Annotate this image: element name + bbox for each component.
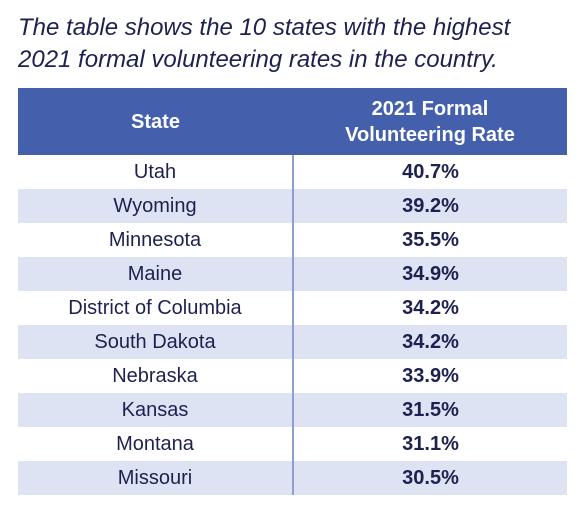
table-row: South Dakota 34.2% bbox=[18, 325, 567, 359]
rate-cell: 39.2% bbox=[293, 189, 567, 223]
rate-cell: 34.9% bbox=[293, 257, 567, 291]
rate-cell: 35.5% bbox=[402, 228, 459, 251]
state-cell: Nebraska bbox=[18, 359, 294, 393]
table-row: Utah 40.7% bbox=[18, 155, 567, 189]
state-cell: Missouri bbox=[18, 461, 294, 495]
table-row: Wyoming 39.2% bbox=[18, 189, 567, 223]
state-cell: Minnesota bbox=[18, 223, 294, 257]
state-cell: Kansas bbox=[18, 393, 294, 427]
rate-cell: 34.2% bbox=[293, 325, 567, 359]
state-cell: Utah bbox=[18, 155, 294, 189]
table-row: Nebraska 33.9% bbox=[18, 359, 567, 393]
rate-cell: 40.7% bbox=[402, 160, 459, 183]
state-cell: Wyoming bbox=[18, 189, 294, 223]
header-row: State 2021 Formal Volunteering Rate bbox=[18, 88, 567, 155]
table: State 2021 Formal Volunteering Rate Utah 4… bbox=[18, 88, 567, 495]
rate-cell: 34.2% bbox=[402, 296, 459, 319]
state-cell: District of Columbia bbox=[18, 291, 294, 325]
table-row: Kansas 31.5% bbox=[18, 393, 567, 427]
state-cell: South Dakota bbox=[18, 325, 294, 359]
caption: The table shows the 10 states with the h… bbox=[18, 12, 578, 76]
caption-line: The table shows the 10 states with the h… bbox=[18, 14, 511, 41]
rate-cell: 31.1% bbox=[402, 432, 459, 455]
state-cell: Montana bbox=[18, 427, 294, 461]
rate-cell: 31.5% bbox=[293, 393, 567, 427]
table-row: Missouri 30.5% bbox=[18, 461, 567, 495]
table-row: Minnesota 35.5% bbox=[18, 223, 567, 257]
table-row: District of Columbia 34.2% bbox=[18, 291, 567, 325]
header-text: State bbox=[131, 110, 180, 133]
header-cell: State bbox=[18, 88, 293, 155]
rate-cell: 33.9% bbox=[402, 364, 459, 387]
caption-line: 2021 formal volunteering rates in the co… bbox=[18, 46, 498, 73]
header-cell: 2021 Formal Volunteering Rate bbox=[293, 88, 567, 155]
header-text: 2021 Formal Volunteering Rate bbox=[345, 97, 515, 146]
table-row: Montana 31.1% bbox=[18, 427, 567, 461]
table-row: Maine 34.9% bbox=[18, 257, 567, 291]
table-body: Utah 40.7% Wyoming 39.2% Minnesota 35.5% Maine… bbox=[18, 155, 567, 495]
rate-cell: 30.5% bbox=[293, 461, 567, 495]
state-cell: Maine bbox=[18, 257, 294, 291]
